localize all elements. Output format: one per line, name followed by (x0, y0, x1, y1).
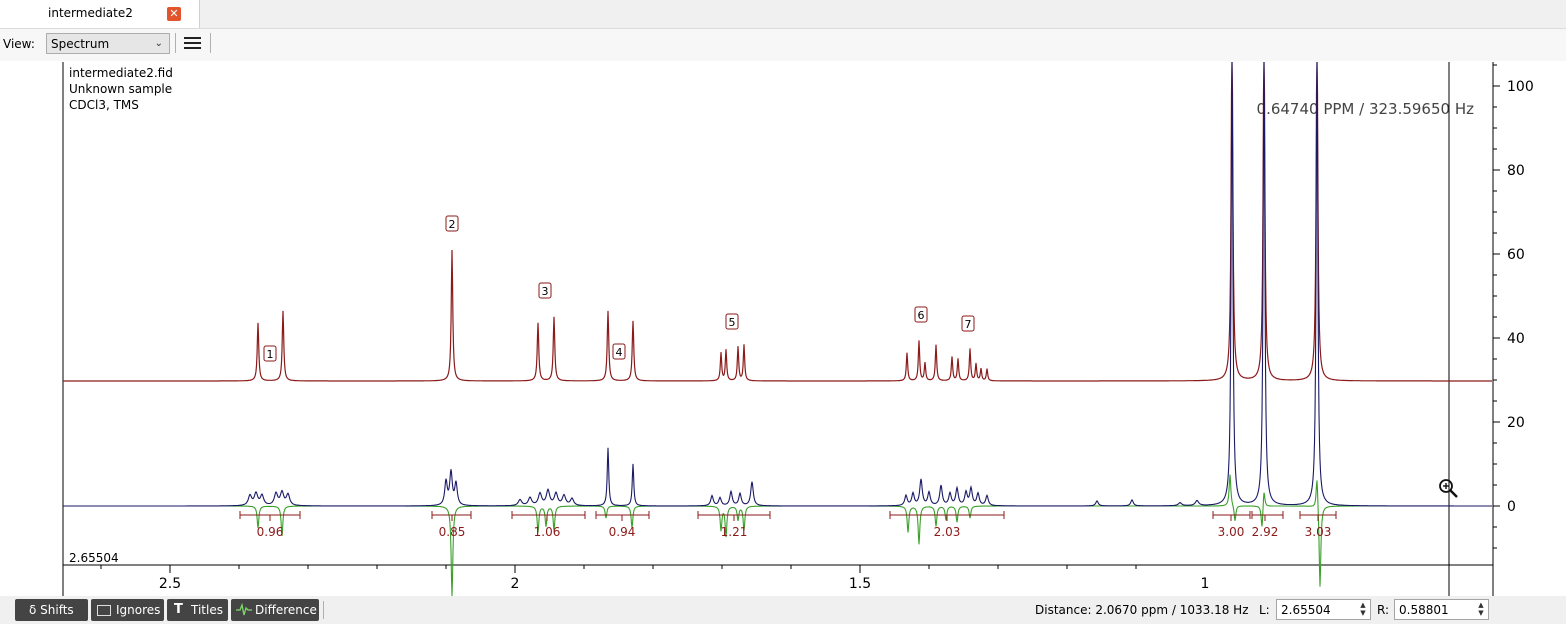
x-tick-label: 1 (1201, 576, 1210, 592)
peak-label[interactable]: 2 (445, 215, 459, 232)
integral-value: 0.94 (609, 525, 636, 539)
r-label: R: (1377, 603, 1390, 617)
integral-value: 1.06 (534, 525, 561, 539)
l-spinbox[interactable]: 2.65504 ▲ ▼ (1276, 599, 1371, 620)
integral[interactable]: 2.92 (1251, 511, 1284, 539)
y-tick-label: 40 (1507, 331, 1525, 347)
y-tick-label: 80 (1507, 163, 1525, 179)
zoom-icon[interactable] (1439, 479, 1458, 498)
integral[interactable]: 0.94 (595, 511, 650, 539)
menu-icon[interactable] (182, 35, 204, 53)
integral-value: 0.96 (257, 525, 284, 539)
view-label: View: (3, 37, 35, 51)
shifts-button-label: δ Shifts (29, 603, 74, 617)
toolbar: View: Spectrum ⌄ (0, 29, 1566, 61)
integral[interactable]: 1.06 (511, 511, 586, 539)
difference-button[interactable]: Difference (231, 599, 319, 621)
x-tick-label: 2.5 (159, 576, 181, 592)
integral-value: 0.85 (439, 525, 466, 539)
peak-label[interactable]: 4 (612, 343, 626, 360)
spin-arrows-icon[interactable]: ▲ ▼ (1478, 601, 1484, 617)
toolbar-separator (175, 33, 176, 53)
peak-label-text: 1 (267, 348, 274, 361)
tab-bar: intermediate2 ✕ (0, 0, 1566, 29)
peak-label[interactable]: 5 (725, 313, 739, 330)
distance-readout: Distance: 2.0670 ppm / 1033.18 Hz (1035, 603, 1249, 617)
titles-button[interactable]: T Titles (167, 599, 228, 621)
peak-label-text: 4 (616, 346, 623, 359)
tab-intermediate2[interactable]: intermediate2 ✕ (0, 0, 200, 28)
spin-arrows-icon[interactable]: ▲ ▼ (1360, 601, 1366, 617)
simulated-spectrum (63, 62, 1492, 507)
toolbar-separator (210, 33, 211, 53)
peak-label-text: 2 (449, 218, 456, 231)
x-axis-ticks: 2.5 2 1.5 1 (100, 565, 1210, 592)
integral-value: 1.21 (721, 525, 748, 539)
ignores-icon (97, 605, 111, 616)
r-value: 0.58801 (1399, 603, 1449, 617)
peak-label[interactable]: 7 (961, 315, 975, 332)
difference-button-label: Difference (255, 603, 317, 617)
ignores-button-label: Ignores (116, 603, 161, 617)
status-bar: δ Shifts Ignores T Titles Difference Dis… (0, 596, 1566, 624)
info-filename: intermediate2.fid (69, 66, 173, 80)
l-value: 2.65504 (1281, 603, 1331, 617)
integral[interactable]: 0.96 (239, 511, 301, 539)
chevron-down-icon: ⌄ (154, 38, 163, 49)
peak-label[interactable]: 1 (263, 345, 277, 362)
info-sample: Unknown sample (69, 82, 172, 96)
titles-button-label: Titles (191, 603, 223, 617)
y-tick-label: 100 (1507, 79, 1534, 95)
peak-label-text: 5 (729, 316, 736, 329)
integral-value: 3.03 (1305, 525, 1332, 539)
y-tick-label: 60 (1507, 247, 1525, 263)
titles-icon: T (174, 602, 183, 617)
integral-value: 3.00 (1218, 525, 1245, 539)
y-tick-label: 20 (1507, 415, 1525, 431)
integral[interactable]: 1.21 (697, 511, 771, 539)
y-tick-label: 0 (1507, 499, 1516, 515)
r-spinbox[interactable]: 0.58801 ▲ ▼ (1394, 599, 1489, 620)
peak-label[interactable]: 3 (538, 282, 552, 299)
x-tick-label: 1.5 (849, 576, 871, 592)
info-solvent: CDCl3, TMS (69, 98, 139, 112)
y-axis-ticks: 100 80 60 40 20 0 (1493, 64, 1534, 549)
status-separator (323, 601, 324, 619)
integral-value: 2.92 (1252, 525, 1279, 539)
integrals: 0.96 0.85 1.06 0.94 1.21 2.03 3.00 2.92 3.03 (239, 511, 1337, 539)
integral[interactable]: 0.85 (431, 511, 472, 539)
integral[interactable]: 2.03 (889, 511, 1005, 539)
close-icon[interactable]: ✕ (167, 7, 181, 21)
shifts-button[interactable]: δ Shifts (15, 599, 88, 621)
ignores-button[interactable]: Ignores (91, 599, 164, 621)
peak-label-text: 6 (918, 309, 925, 322)
integral-value: 2.03 (934, 525, 961, 539)
view-select[interactable]: Spectrum ⌄ (46, 33, 170, 54)
x-tick-label: 2 (511, 576, 520, 592)
experimental-spectrum (63, 62, 1492, 382)
peak-label-text: 3 (542, 285, 549, 298)
peak-label[interactable]: 6 (914, 306, 928, 323)
peak-label-text: 7 (965, 318, 972, 331)
peak-labels: 1 2 3 4 5 6 7 (263, 215, 975, 362)
cursor-left-value: 2.65504 (69, 551, 119, 565)
integral[interactable]: 3.00 (1212, 511, 1251, 539)
view-select-value: Spectrum (51, 37, 110, 51)
tab-label: intermediate2 (48, 6, 133, 20)
difference-icon (236, 603, 252, 616)
l-label: L: (1259, 603, 1270, 617)
integral[interactable]: 3.03 (1299, 511, 1337, 539)
cursor-readout: 0.64740 PPM / 323.59650 Hz (1257, 100, 1475, 118)
